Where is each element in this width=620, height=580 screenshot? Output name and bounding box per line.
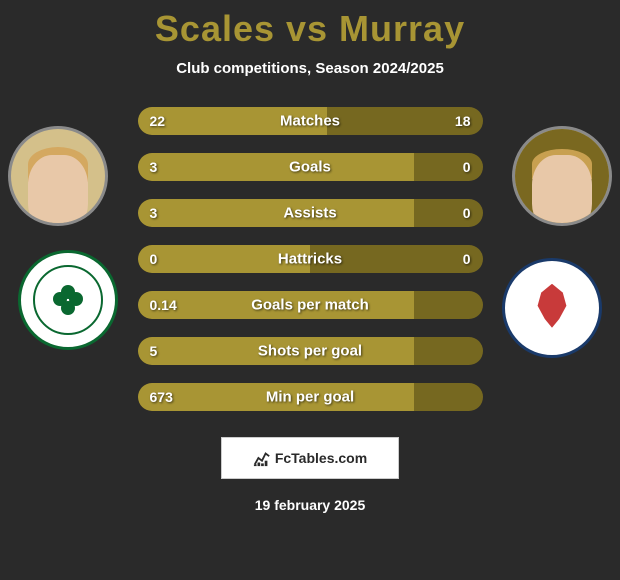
stat-row-assists: 3 Assists 0 (138, 199, 483, 227)
stat-label: Shots per goal (258, 343, 362, 360)
date-label: 19 february 2025 (255, 497, 366, 513)
stat-label: Min per goal (266, 389, 354, 406)
stat-left-value: 0 (150, 251, 158, 267)
stat-right-value: 0 (463, 205, 471, 221)
brand-badge[interactable]: FcTables.com (221, 437, 399, 479)
club-right-crest (502, 258, 602, 358)
stat-row-matches: 22 Matches 18 (138, 107, 483, 135)
stat-row-hattricks: 0 Hattricks 0 (138, 245, 483, 273)
stat-left-value: 22 (150, 113, 166, 129)
stat-label: Matches (280, 113, 340, 130)
stat-left-value: 673 (150, 389, 173, 405)
stat-fill (138, 199, 414, 227)
player-left-avatar (8, 126, 108, 226)
stat-row-goals: 3 Goals 0 (138, 153, 483, 181)
stats-list: 22 Matches 18 3 Goals 0 3 Assists 0 0 Ha… (138, 107, 483, 411)
player-right-avatar (512, 126, 612, 226)
season-subtitle: Club competitions, Season 2024/2025 (176, 60, 444, 77)
stat-fill (138, 153, 414, 181)
stat-label: Assists (283, 205, 336, 222)
stat-left-value: 3 (150, 205, 158, 221)
stat-right-value: 0 (463, 159, 471, 175)
chart-icon (253, 449, 271, 467)
stat-left-value: 3 (150, 159, 158, 175)
club-left-crest (18, 250, 118, 350)
stat-left-value: 0.14 (150, 297, 177, 313)
comparison-card: Scales vs Murray Club competitions, Seas… (0, 0, 620, 580)
stat-row-shots-per-goal: 5 Shots per goal (138, 337, 483, 365)
stat-label: Hattricks (278, 251, 342, 268)
stat-label: Goals per match (251, 297, 369, 314)
stat-row-min-per-goal: 673 Min per goal (138, 383, 483, 411)
stat-label: Goals (289, 159, 331, 176)
page-title: Scales vs Murray (155, 8, 465, 50)
stat-row-goals-per-match: 0.14 Goals per match (138, 291, 483, 319)
stat-right-value: 0 (463, 251, 471, 267)
brand-text: FcTables.com (275, 450, 367, 466)
stat-right-value: 18 (455, 113, 471, 129)
stat-left-value: 5 (150, 343, 158, 359)
